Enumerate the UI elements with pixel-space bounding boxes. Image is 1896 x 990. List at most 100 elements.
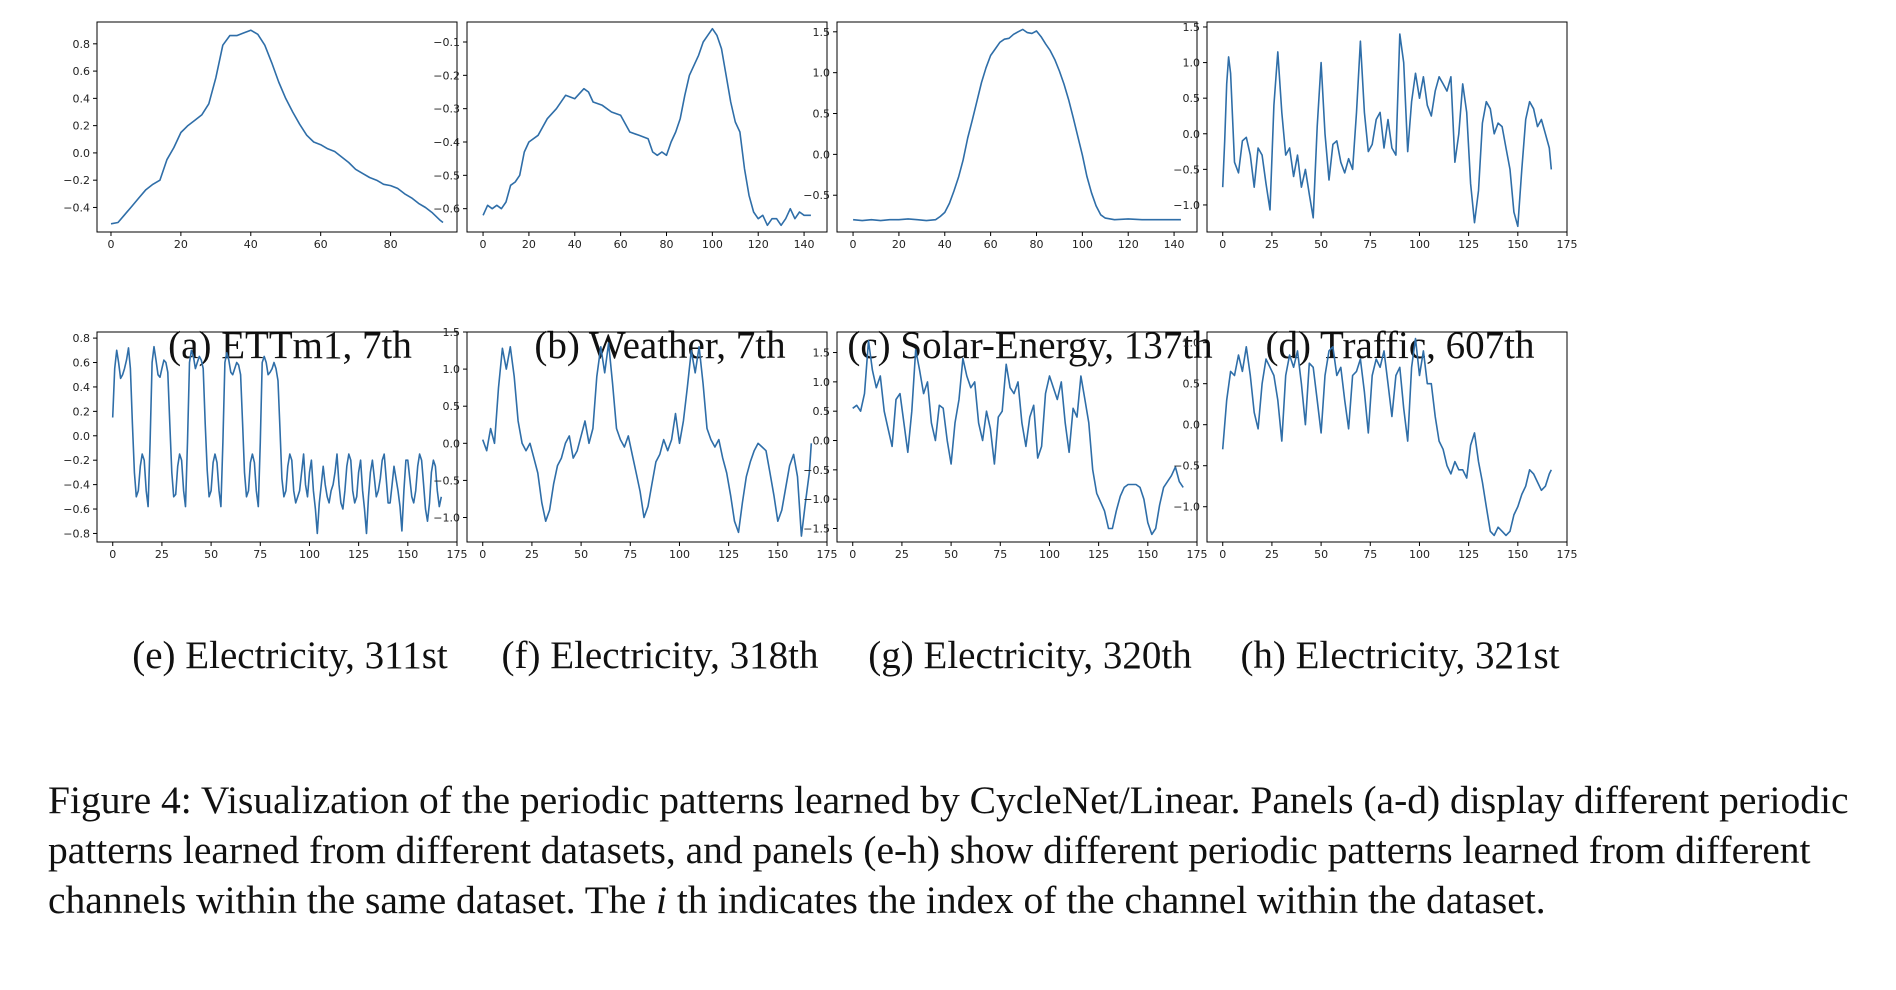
x-tick-label: 150 xyxy=(397,548,418,561)
x-tick-label: 0 xyxy=(479,548,486,561)
x-tick-label: 175 xyxy=(1557,238,1578,251)
y-tick-label: −1.0 xyxy=(1173,199,1200,212)
x-tick-label: 150 xyxy=(767,548,788,561)
plot-frame xyxy=(1206,331,1568,543)
y-tick-label: 0.0 xyxy=(813,435,831,448)
x-tick-label: 125 xyxy=(1458,238,1479,251)
y-tick-label: −0.4 xyxy=(63,479,90,492)
x-tick-label: 75 xyxy=(1363,548,1377,561)
plot-frame xyxy=(466,331,828,543)
x-tick-label: 20 xyxy=(174,238,188,251)
x-tick-label: 60 xyxy=(984,238,998,251)
plot-frame xyxy=(96,331,458,543)
x-tick-label: 20 xyxy=(892,238,906,251)
y-tick-label: 1.0 xyxy=(813,376,831,389)
x-tick-label: 100 xyxy=(702,238,723,251)
x-tick-label: 50 xyxy=(1314,238,1328,251)
y-tick-label: 0.8 xyxy=(73,38,91,51)
series-line xyxy=(853,28,1181,222)
x-tick-label: 150 xyxy=(1507,548,1528,561)
y-tick-label: −0.5 xyxy=(1173,460,1200,473)
series-line xyxy=(110,29,444,225)
y-tick-label: 0.0 xyxy=(1183,128,1201,141)
y-tick-label: −1.0 xyxy=(803,493,830,506)
x-tick-label: 25 xyxy=(155,548,169,561)
y-tick-label: 0.6 xyxy=(73,65,91,78)
y-tick-label: −0.5 xyxy=(803,464,830,477)
y-tick-label: 0.0 xyxy=(443,437,461,450)
x-tick-label: 0 xyxy=(480,238,487,251)
caption-g: (g) Electricity, 320th xyxy=(868,634,1192,677)
figure-caption-text-1: Figure 4: Visualization of the periodic … xyxy=(48,778,1849,922)
y-tick-label: −0.2 xyxy=(433,69,460,82)
caption-b: (b) Weather, 7th xyxy=(534,324,786,367)
x-tick-label: 80 xyxy=(384,238,398,251)
x-tick-label: 120 xyxy=(1118,238,1139,251)
y-tick-label: 0.5 xyxy=(1183,378,1201,391)
figure-caption-italic-i: i xyxy=(656,878,668,922)
caption-e: (e) Electricity, 311st xyxy=(132,634,448,677)
x-tick-label: 125 xyxy=(718,548,739,561)
series-line xyxy=(1221,33,1553,228)
x-tick-label: 25 xyxy=(1265,548,1279,561)
y-tick-label: 0.8 xyxy=(73,332,91,345)
chart-b: 0 20 40 60 80 100 120 140 −0.6 −0.5 −0.4 −0.3 −0.2 −0… xyxy=(433,21,828,251)
x-tick-label: 40 xyxy=(568,238,582,251)
x-tick-label: 75 xyxy=(253,548,267,561)
x-tick-label: 100 xyxy=(1409,548,1430,561)
caption-c: (c) Solar-Energy, 137th xyxy=(847,324,1213,367)
series-line xyxy=(1221,337,1553,537)
x-tick-label: 25 xyxy=(1265,238,1279,251)
x-tick-label: 150 xyxy=(1507,238,1528,251)
y-tick-label: −0.1 xyxy=(433,36,460,49)
x-tick-label: 0 xyxy=(1219,548,1226,561)
figure-caption-text-2: th indicates the index of the channel wi… xyxy=(667,878,1546,922)
x-tick-label: 140 xyxy=(794,238,815,251)
y-tick-label: 0.4 xyxy=(73,92,91,105)
x-tick-label: 0 xyxy=(849,548,856,561)
panel-f: 0 25 50 75 100 125 150 175 −1.0 −0.5 0.0 0.5 1.0 1.5 … xyxy=(425,310,895,690)
x-tick-label: 50 xyxy=(574,548,588,561)
x-tick-label: 175 xyxy=(817,548,838,561)
chart-e: 0 25 50 75 100 125 150 175 −0.8 −0.6 −0.4 −0.2 0.0 0.… xyxy=(63,331,468,561)
figure-caption: Figure 4: Visualization of the periodic … xyxy=(48,775,1888,925)
y-tick-label: −0.4 xyxy=(433,136,460,149)
y-tick-label: 0.0 xyxy=(73,147,91,160)
x-tick-label: 175 xyxy=(447,548,468,561)
chart-h: 0 25 50 75 100 125 150 175 −1.0 −0.5 0.0 0.5 1.0 xyxy=(1173,331,1578,561)
y-tick-label: −0.2 xyxy=(63,174,90,187)
x-tick-label: 60 xyxy=(314,238,328,251)
x-tick-label: 75 xyxy=(993,548,1007,561)
x-tick-label: 0 xyxy=(109,548,116,561)
y-tick-label: −1.0 xyxy=(433,512,460,525)
y-tick-label: 0.2 xyxy=(73,120,91,133)
y-tick-label: 1.5 xyxy=(1183,21,1201,34)
panel-g: 0 25 50 75 100 125 150 175 −1.5 −1.0 −0.5 0.0 0.5 1.0… xyxy=(795,310,1265,690)
x-tick-label: 175 xyxy=(1187,548,1208,561)
y-tick-label: 1.0 xyxy=(1183,337,1201,350)
panel-b: 0 20 40 60 80 100 120 140 −0.6 −0.5 −0.4 −0.3 −0.2 −0… xyxy=(425,0,895,380)
x-tick-label: 175 xyxy=(1557,548,1578,561)
x-tick-label: 100 xyxy=(1409,238,1430,251)
x-tick-label: 100 xyxy=(1072,238,1093,251)
chart-c: 0 20 40 60 80 100 120 140 −0.5 0.0 0.5 1.0 1.5 xyxy=(803,21,1198,251)
x-tick-label: 60 xyxy=(614,238,628,251)
y-tick-label: 1.5 xyxy=(443,326,461,339)
caption-f: (f) Electricity, 318th xyxy=(501,634,819,677)
y-tick-label: −0.6 xyxy=(63,503,90,516)
y-tick-label: 0.0 xyxy=(1183,419,1201,432)
x-tick-label: 0 xyxy=(1219,238,1226,251)
plot-frame xyxy=(836,21,1198,233)
x-tick-label: 150 xyxy=(1137,548,1158,561)
y-tick-label: 0.6 xyxy=(73,357,91,370)
x-tick-label: 75 xyxy=(623,548,637,561)
y-tick-label: −0.3 xyxy=(433,103,460,116)
panel-a: 0 20 40 60 80 −0.4 −0.2 0.0 0.2 0.4 0.6 0.8 (a) ETT… xyxy=(55,0,525,380)
x-tick-label: 75 xyxy=(1363,238,1377,251)
series-line xyxy=(111,345,443,535)
x-tick-label: 50 xyxy=(944,548,958,561)
chart-g: 0 25 50 75 100 125 150 175 −1.5 −1.0 −0.5 0.0 0.5 1.0… xyxy=(803,331,1208,561)
y-tick-label: −1.5 xyxy=(803,523,830,536)
panel-c: 0 20 40 60 80 100 120 140 −0.5 0.0 0.5 1.0 1.5 (c) S… xyxy=(795,0,1265,380)
